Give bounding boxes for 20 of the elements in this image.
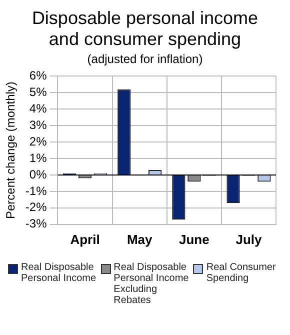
y-tick-label: 3% [29, 118, 48, 132]
legend-label: Real Disposable Personal Income Excluding Rebates [114, 262, 190, 306]
legend-label: Real Consumer Spending [206, 262, 277, 284]
legend-label: Real Disposable Personal Income [21, 262, 98, 284]
chart-title: Disposable personal income and consumer spending [30, 8, 260, 50]
y-tick-label: 5% [29, 84, 48, 99]
x-tick-label: April [70, 232, 100, 247]
y-tick-label: -1% [25, 184, 48, 198]
chart-subtitle: (adjusted for inflation) [86, 52, 204, 66]
y-tick-label: 4% [29, 101, 48, 116]
x-tick-label: May [126, 232, 153, 247]
y-tick-label: 0% [29, 167, 48, 182]
x-tick-label: July [236, 232, 262, 247]
y-axis-title: Percent change (monthly) [4, 82, 18, 220]
y-tick-label: -3% [25, 216, 48, 231]
y-tick-label: 6% [29, 68, 48, 83]
y-tick-label: 1% [29, 150, 48, 165]
y-tick-label: -2% [25, 200, 48, 214]
x-tick-label: June [178, 232, 210, 247]
y-tick-label: 2% [29, 134, 48, 148]
